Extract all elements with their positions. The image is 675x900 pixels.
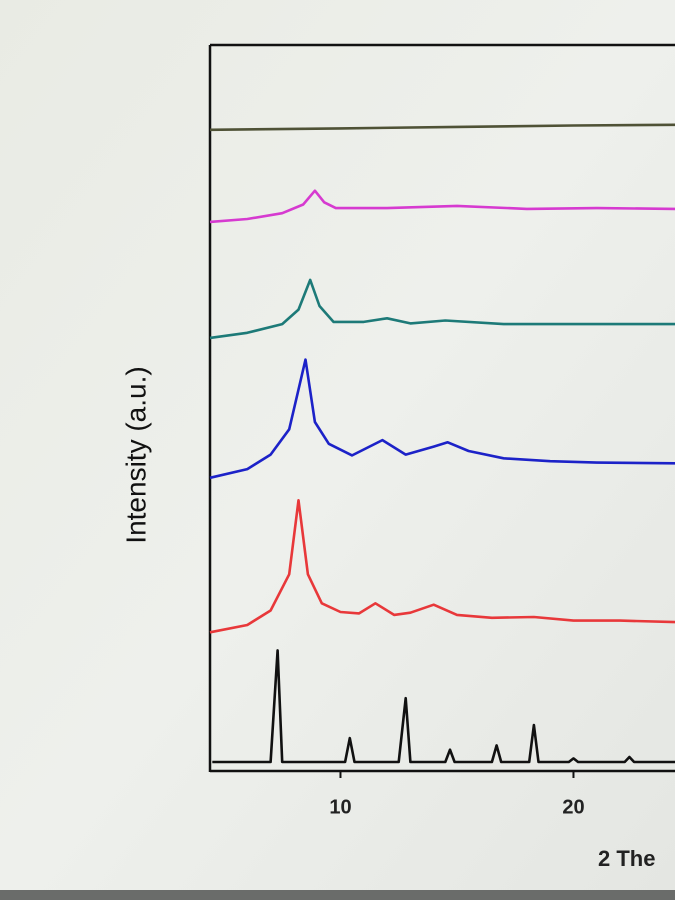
x-tick-label: 10 — [329, 796, 351, 818]
x-tick-label: 20 — [562, 796, 584, 818]
series-line — [212, 649, 675, 764]
series-line — [209, 123, 675, 132]
series-line — [209, 499, 675, 634]
screen-edge — [0, 890, 675, 900]
series-line — [209, 358, 675, 480]
x-axis-label: 2 The — [598, 846, 655, 871]
y-axis-label: Intensity (a.u.) — [120, 366, 151, 543]
series-line — [209, 189, 675, 224]
series-line — [209, 278, 675, 340]
